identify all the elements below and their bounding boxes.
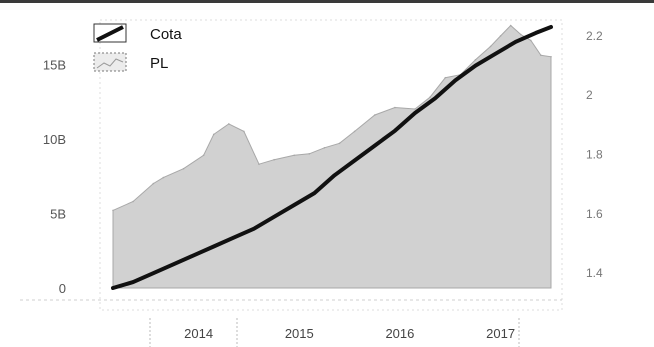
x-tick-label-1: 2015 <box>285 326 314 341</box>
pl-point-26 <box>520 33 522 36</box>
pl-point-19 <box>429 96 431 98</box>
pl-point-25 <box>509 24 512 27</box>
legend-line-icon <box>96 25 124 42</box>
cota-point-19 <box>494 52 498 56</box>
cota-point-14 <box>393 129 397 133</box>
pl-area-layer <box>112 24 552 289</box>
cota-point-1 <box>131 280 135 284</box>
y-axis-left: 0 5B 10B 15B <box>43 57 66 296</box>
x-tick-label-3: 2017 <box>486 326 515 341</box>
pl-point-28 <box>540 54 542 57</box>
y-left-tick-label-2: 10B <box>43 132 66 147</box>
pl-point-2 <box>152 182 155 185</box>
pl-point-15 <box>353 130 356 133</box>
series-area-pl <box>112 24 552 289</box>
legend: Cota PL <box>93 23 182 72</box>
pl-point-27 <box>530 39 532 42</box>
pl-point-8 <box>243 130 245 133</box>
pl-point-1 <box>132 200 134 203</box>
legend-item-pl[interactable]: PL <box>93 52 168 72</box>
cota-point-15 <box>413 111 417 115</box>
y-right-tick-label-2: 1.8 <box>586 148 603 162</box>
y-left-tick-label-1: 5B <box>50 206 66 221</box>
legend-item-cota[interactable]: Cota <box>93 23 182 43</box>
pl-point-22 <box>474 59 477 61</box>
pl-point-6 <box>212 133 215 136</box>
cota-point-17 <box>453 78 457 82</box>
pl-point-14 <box>338 142 341 145</box>
y-left-tick-label-3: 15B <box>43 57 66 72</box>
pl-point-11 <box>293 154 296 157</box>
pl-point-24 <box>499 35 502 37</box>
legend-swatch-pl <box>93 52 127 72</box>
y-right-tick-label-3: 2 <box>586 88 593 102</box>
cota-point-18 <box>474 64 477 68</box>
legend-label-cota: Cota <box>150 26 182 43</box>
pl-point-23 <box>489 45 492 48</box>
cota-point-11 <box>333 173 336 177</box>
cota-point-20 <box>514 40 518 44</box>
cota-point-6 <box>232 236 236 240</box>
y-right-tick-label-1: 1.6 <box>586 207 603 221</box>
cota-point-2 <box>151 271 155 275</box>
cota-point-7 <box>252 227 256 231</box>
x-tick-label-2: 2016 <box>385 326 414 341</box>
y-axis-right: 1.4 1.6 1.8 2 2.2 <box>586 29 603 280</box>
top-border <box>0 0 654 3</box>
y-left-tick-label-0: 0 <box>59 281 66 296</box>
x-axis-band <box>149 318 520 347</box>
cota-point-22 <box>549 25 553 29</box>
x-axis: 2014 2015 2016 2017 <box>184 326 515 341</box>
pl-point-5 <box>202 154 205 157</box>
cota-point-9 <box>292 203 296 207</box>
cota-point-10 <box>312 191 316 195</box>
cota-point-13 <box>373 144 377 148</box>
pl-point-9 <box>258 163 260 165</box>
pl-point-20 <box>444 76 447 79</box>
pl-point-7 <box>228 123 230 125</box>
cota-point-4 <box>192 253 195 257</box>
cota-point-21 <box>534 31 538 35</box>
pl-point-12 <box>308 153 311 155</box>
plot-area-outline <box>99 19 563 311</box>
pl-point-4 <box>182 167 185 170</box>
cota-point-8 <box>272 215 276 219</box>
y-right-tick-label-4: 2.2 <box>586 29 603 43</box>
pl-point-29 <box>550 56 552 58</box>
cota-point-5 <box>212 245 216 248</box>
pl-point-16 <box>374 114 376 116</box>
cota-point-0 <box>111 286 115 290</box>
x-tick-label-0: 2014 <box>184 326 213 341</box>
legend-area-icon <box>96 58 124 69</box>
cota-point-16 <box>433 96 437 100</box>
pl-point-10 <box>273 158 275 161</box>
pl-point-0 <box>112 209 114 212</box>
pl-point-13 <box>323 147 326 149</box>
legend-label-pl: PL <box>150 55 168 72</box>
pl-point-18 <box>414 108 416 110</box>
cota-point-12 <box>353 159 357 162</box>
cota-point-3 <box>171 262 175 266</box>
y-right-tick-label-0: 1.4 <box>586 266 603 280</box>
cota-line-layer <box>111 25 553 290</box>
pl-point-17 <box>394 106 396 109</box>
pl-point-3 <box>162 176 165 179</box>
